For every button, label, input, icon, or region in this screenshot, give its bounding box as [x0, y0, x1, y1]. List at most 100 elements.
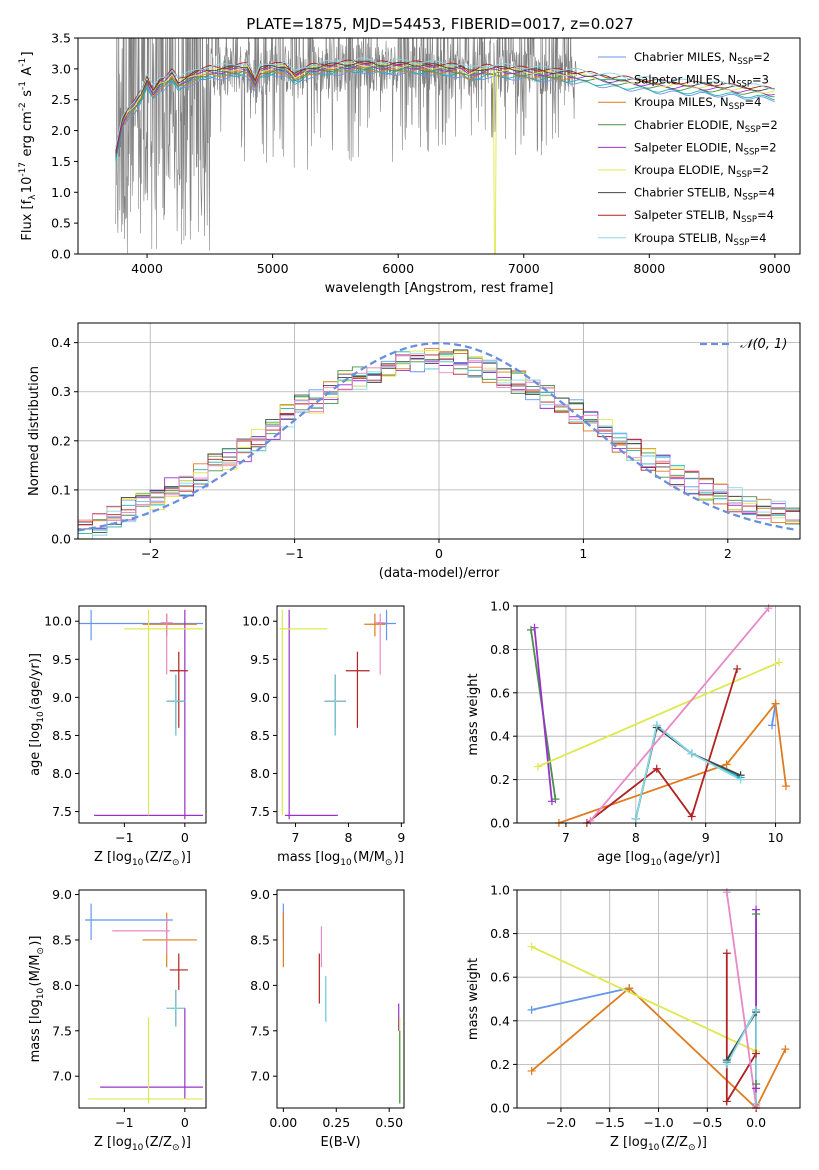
mass-vs-ebv-panel: 0.00 0.25 0.50 7.0 7.5 8.0 8.5 9.0 E(B-V) [250, 887, 405, 1150]
label-sub: 10 [340, 858, 352, 868]
plot-frame [77, 37, 801, 255]
legend-entry: Salpeter MILES, NSSP=3 [634, 73, 769, 90]
model-spectrum [115, 57, 775, 148]
legend-tail: =3 [752, 73, 769, 87]
legend-text: Chabrier STELIB, N [634, 186, 742, 200]
spectrum-panel: 4000 5000 6000 7000 8000 9000 0.0 0.5 1.0 1.5 2.0 2… [18, 31, 801, 296]
label-sub: 10 [132, 858, 144, 868]
legend-tail: =4 [758, 186, 775, 200]
label-part: Z [log [610, 1135, 648, 1150]
x-tick-label: 9 [397, 830, 405, 845]
y-tick-label: 8.0 [250, 766, 270, 781]
label-sub: ⊙ [688, 1143, 696, 1153]
weight-marker [687, 812, 696, 821]
weight-marker [652, 721, 661, 730]
legend-text: Salpeter MILES, N [634, 73, 736, 87]
weight-marker [527, 1005, 536, 1014]
weight-line [531, 987, 630, 1011]
y-tick-label: 0.4 [490, 1013, 510, 1028]
weight-marker [722, 949, 731, 958]
legend-entry: Kroupa STELIB, NSSP=4 [634, 231, 766, 248]
label-sub: 10 [650, 858, 662, 868]
legend-text: Kroupa STELIB, N [634, 231, 734, 245]
x-tick-label: 10 [768, 830, 784, 845]
label-part: mass weight [466, 958, 481, 1040]
weight-marker [733, 664, 742, 673]
y-tick-label: 10.0 [44, 614, 72, 629]
x-tick-label: 5000 [257, 261, 289, 276]
y-tick-label: 7.0 [52, 1069, 72, 1084]
weight-marker [687, 749, 696, 758]
legend-entry: Kroupa MILES, NSSP=4 [634, 95, 761, 112]
label-part: Z [log [94, 1135, 132, 1150]
label-part: age [log [597, 850, 650, 865]
weight-line [531, 986, 787, 1108]
label-part: )] [394, 850, 404, 865]
label-part: (data-model)/error [379, 566, 500, 581]
plot-frame [516, 605, 801, 824]
label-part: Flux [f [20, 199, 35, 240]
x-axis-label: wavelength [Angstrom, rest frame] [325, 281, 554, 296]
y-tick-label: 0.4 [51, 335, 71, 350]
legend-text: Salpeter ELODIE, N [634, 140, 744, 154]
legend-sub: SSP [745, 125, 761, 135]
label-sub: 10 [36, 711, 46, 723]
weight-marker [722, 1060, 731, 1069]
plot-frame [516, 889, 801, 1109]
x-tick-label: 8 [632, 830, 640, 845]
weight-vs-Z-panel: −2.0 −1.5 −1.0 −0.5 0.0 0.0 0.2 0.4 0.6 0.8 1.0 Z [… [466, 883, 801, 1153]
x-tick-label: 9 [702, 830, 710, 845]
x-tick-label: 0.0 [746, 1115, 766, 1130]
legend-text: Salpeter STELIB, N [634, 208, 741, 222]
y-tick-label: 7.0 [250, 1069, 270, 1084]
weight-marker [736, 775, 745, 784]
legend-tail: =2 [753, 50, 770, 64]
y-tick-label: 8.0 [52, 978, 72, 993]
plot-frame [276, 605, 405, 824]
x-tick-label: −2 [141, 546, 159, 561]
label-part: ] [20, 51, 35, 56]
x-tick-label: −1.5 [595, 1115, 625, 1130]
label-sub: 10 [132, 1143, 144, 1153]
x-tick-label: −1.0 [643, 1115, 673, 1130]
weight-marker [551, 795, 560, 804]
label-sup: -17 [18, 162, 28, 177]
x-tick-label: 0.50 [375, 1115, 403, 1130]
legend-sub: SSP [736, 80, 752, 90]
y-tick-label: 7.5 [250, 1023, 270, 1038]
weight-line [725, 892, 757, 1106]
y-tick-label: 0.0 [490, 1101, 510, 1116]
legend-entry: 𝒩(0, 1) [740, 337, 787, 352]
x-tick-label: 9000 [759, 261, 791, 276]
x-tick-label: 8 [344, 830, 352, 845]
figure-title: PLATE=1875, MJD=54453, FIBERID=0017, z=0… [246, 15, 633, 33]
y-tick-label: 9.5 [250, 652, 270, 667]
weight-line [533, 627, 553, 802]
weight-marker [652, 764, 661, 773]
y-axis-label: mass weight [466, 958, 481, 1040]
label-part: E(B-V) [320, 1135, 360, 1150]
x-axis-label: Z [log10 (Z/Z⊙ )] [610, 1135, 707, 1153]
plot-frame [77, 322, 801, 540]
label-part: mass [log [277, 850, 340, 865]
label-sub: 10 [36, 987, 46, 999]
legend-entry: Chabrier STELIB, NSSP=4 [634, 186, 775, 203]
weight-marker [625, 984, 634, 993]
y-tick-label: 0.8 [490, 642, 510, 657]
y-tick-label: 0.4 [490, 729, 510, 744]
weight-marker [752, 1084, 761, 1093]
label-part: age [log [28, 723, 43, 776]
weight-marker [526, 625, 535, 634]
spectrum-marks [115, 38, 775, 254]
y-tick-label: 0.3 [51, 384, 71, 399]
x-tick-label: −0.5 [692, 1115, 722, 1130]
y-tick-label: 9.0 [52, 690, 72, 705]
label-sub: 10 [648, 1143, 660, 1153]
legend-sub: SSP [734, 238, 750, 248]
y-tick-label: 1.0 [51, 185, 71, 200]
weight-marker [768, 721, 777, 730]
y-tick-label: 0.2 [490, 1057, 510, 1072]
legend-sub: SSP [741, 215, 757, 225]
label-sub: ⊙ [385, 858, 393, 868]
legend-sub: SSP [742, 193, 758, 203]
